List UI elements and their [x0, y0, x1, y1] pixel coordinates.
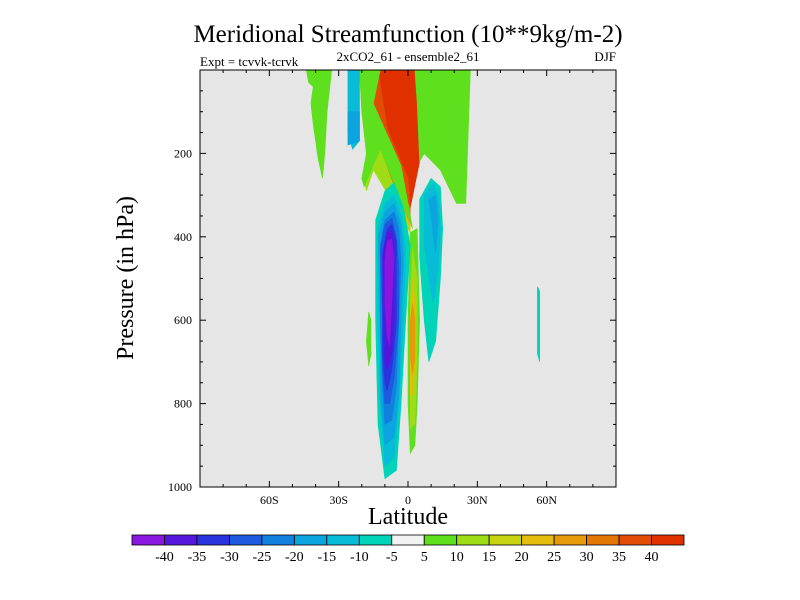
cell-tropical-neg-1 [347, 111, 360, 146]
colorbar-label: -30 [220, 550, 239, 565]
season-label: DJF [594, 49, 616, 64]
cell-sh-pos-0 [310, 70, 333, 179]
colorbar-swatch [553, 534, 587, 546]
y-tick-label: 400 [174, 230, 192, 244]
x-tick-label: 60N [536, 493, 557, 507]
colorbar-swatch [229, 534, 263, 546]
y-tick-label: 800 [174, 397, 192, 411]
colorbar-label: 25 [547, 550, 561, 565]
colorbar-label: 20 [515, 550, 529, 565]
colorbar-swatch [521, 534, 555, 546]
cell-nh-pos-5 [414, 70, 471, 204]
colorbar-swatch [261, 534, 295, 546]
colorbar-swatch [131, 534, 165, 546]
y-axis-label: Pressure (in hPa) [113, 196, 139, 360]
cell-sh-pos-1 [305, 70, 316, 88]
colorbar-swatch [164, 534, 198, 546]
cell-tropical-neg-2 [366, 311, 372, 367]
x-tick-label: 30S [329, 493, 348, 507]
x-tick-label: 0 [405, 493, 411, 507]
y-tick-label: 600 [174, 313, 192, 327]
contour-plot-area: 60S 30S 0 30N 60N 200 400 600 800 1000 [168, 69, 617, 507]
x-tick-label: 60S [260, 493, 279, 507]
y-tick-label: 1000 [168, 480, 192, 494]
colorbar-swatch [293, 534, 328, 546]
colorbar-label: -35 [188, 550, 207, 565]
colorbar-swatch [391, 534, 425, 546]
cell-eq-pos-3 [409, 303, 416, 375]
colorbar-label: 40 [645, 550, 659, 565]
colorbar-swatch [586, 534, 620, 546]
colorbar-label: -20 [285, 550, 304, 565]
colorbar-swatch [488, 534, 523, 546]
colorbar-swatch [618, 534, 652, 546]
x-tick-label: 30N [467, 493, 488, 507]
axis-ticks [200, 69, 616, 487]
x-axis-label: Latitude [368, 504, 448, 530]
chart-title: Meridional Streamfunction (10**9kg/m-2) [193, 21, 622, 48]
colorbar-label: -25 [253, 550, 272, 565]
colorbar-swatch [651, 534, 685, 546]
colorbar-label: 10 [450, 550, 464, 565]
colorbar-label: 30 [580, 550, 594, 565]
colorbar-label: -10 [350, 550, 369, 565]
colorbar-swatch [326, 534, 360, 546]
colorbar-swatch [456, 534, 490, 546]
cell-nh-neg-3 [537, 286, 541, 362]
contour-fills [305, 70, 541, 480]
y-tick-label: 200 [174, 146, 192, 160]
colorbar-label: 15 [482, 550, 496, 565]
colorbar-label: -15 [317, 550, 336, 565]
cell-tropical-pos-7 [359, 70, 413, 229]
colorbar: -40 -35 -30 -25 -20 -15 -10 -5 5 10 15 20 25 30 35 40 [131, 534, 685, 565]
colorbar-swatch [196, 534, 230, 546]
colorbar-label: 5 [421, 550, 428, 565]
cell-sh-neg-7 [384, 238, 395, 346]
colorbar-label: 35 [612, 550, 626, 565]
colorbar-swatch [358, 534, 393, 546]
chart-subtitle: 2xCO2_61 - ensemble2_61 [337, 49, 480, 64]
colorbar-label: -5 [386, 550, 398, 565]
colorbar-label: -40 [155, 550, 174, 565]
expt-label: Expt = tcvvk-tcrvk [200, 54, 299, 69]
cell-nh-neg-2 [428, 194, 439, 254]
colorbar-swatch [423, 534, 458, 546]
